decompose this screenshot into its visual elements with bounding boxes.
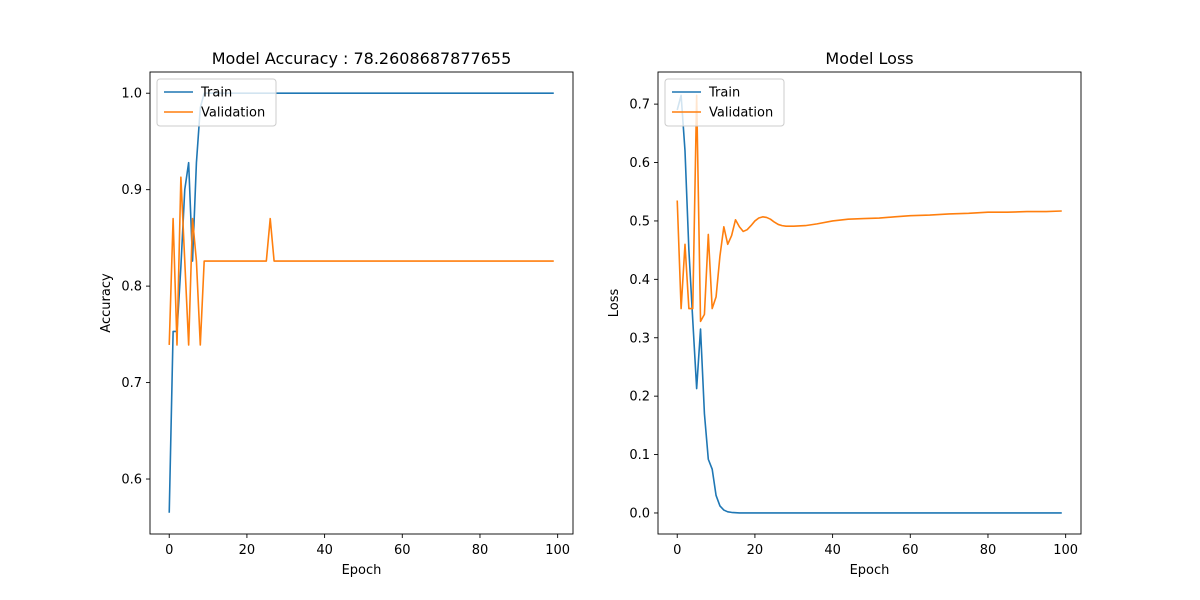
chart-1: Model Accuracy : 78.2608687877655 0 20 40 60… xyxy=(99,49,574,578)
x-tick-label: 40 xyxy=(824,543,841,558)
x-tick-label: 80 xyxy=(472,543,489,558)
y-tick-label: 0.2 xyxy=(629,390,650,405)
series-line-train xyxy=(676,94,1062,514)
legend-label-train: Train xyxy=(200,86,232,101)
y-tick-label: 0.6 xyxy=(121,473,142,488)
x-axis-label: Epoch xyxy=(850,563,890,578)
y-tick-label: 1.0 xyxy=(121,87,142,102)
x-tick-label: 100 xyxy=(1053,543,1078,558)
series-line-validation xyxy=(168,176,554,346)
axes-frame xyxy=(149,71,574,535)
x-axis-label: Epoch xyxy=(342,563,382,578)
chart-title: Model Accuracy : 78.2608687877655 xyxy=(212,49,512,68)
series-line-train xyxy=(168,92,554,513)
y-tick-label: 0.6 xyxy=(629,156,650,171)
legend-box xyxy=(664,78,785,127)
x-tick-label: 0 xyxy=(165,543,173,558)
chart-2: Model Loss 0 20 40 60 80 100 0.0 0.1 0.2 0.3 0.4 0.5… xyxy=(607,49,1082,578)
y-tick-label: 0.9 xyxy=(121,183,142,198)
y-tick-label: 0.0 xyxy=(629,506,650,521)
legend-label-train: Train xyxy=(708,86,740,101)
y-tick-label: 0.5 xyxy=(629,214,650,229)
legend-box xyxy=(156,78,277,127)
x-tick-label: 0 xyxy=(673,543,681,558)
x-tick-label: 20 xyxy=(239,543,256,558)
x-tick-label: 60 xyxy=(902,543,919,558)
y-tick-label: 0.1 xyxy=(629,448,650,463)
x-tick-label: 20 xyxy=(747,543,764,558)
series-line-validation xyxy=(676,94,1062,323)
axes-frame xyxy=(657,71,1082,535)
y-tick-label: 0.8 xyxy=(121,280,142,295)
x-tick-label: 100 xyxy=(545,543,570,558)
y-tick-label: 0.4 xyxy=(629,273,650,288)
y-axis-label: Accuracy xyxy=(99,273,114,333)
y-tick-label: 0.7 xyxy=(629,98,650,113)
legend-label-validation: Validation xyxy=(201,106,265,121)
legend: Train Validation xyxy=(664,78,785,127)
y-axis-label: Loss xyxy=(607,289,622,318)
legend-label-validation: Validation xyxy=(709,106,773,121)
x-tick-label: 40 xyxy=(316,543,333,558)
legend: Train Validation xyxy=(156,78,277,127)
chart-title: Model Loss xyxy=(825,49,913,68)
y-tick-label: 0.7 xyxy=(121,376,142,391)
x-tick-label: 80 xyxy=(980,543,997,558)
x-tick-label: 60 xyxy=(394,543,411,558)
y-tick-label: 0.3 xyxy=(629,331,650,346)
